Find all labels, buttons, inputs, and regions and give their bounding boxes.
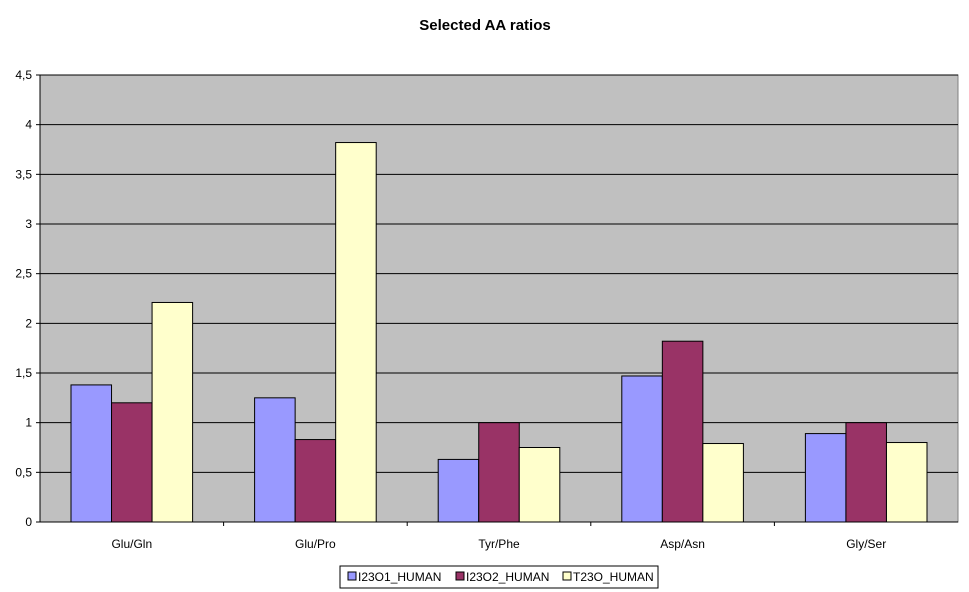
bar-t23o-human-4 <box>885 442 928 523</box>
bar-t23o-human-1 <box>335 142 377 523</box>
bar-i23o1-human-3 <box>621 375 663 523</box>
bar-i23o2-human-1 <box>294 439 337 523</box>
bars <box>70 142 928 523</box>
bar-i23o2-human-3 <box>661 340 704 523</box>
x-tick-label: Glu/Pro <box>295 537 336 551</box>
bar-t23o-human-0 <box>151 301 194 523</box>
bar-i23o2-human-4 <box>845 422 887 523</box>
bar-i23o1-human-4 <box>804 433 847 523</box>
y-tick-label: 3 <box>25 217 32 231</box>
chart-title: Selected AA ratios <box>419 17 550 34</box>
bar-t23o-human-3 <box>702 443 744 523</box>
y-tick-label: 0,5 <box>15 465 32 479</box>
x-tick-label: Tyr/Phe <box>478 537 520 551</box>
y-tick-label: 3,5 <box>15 167 32 181</box>
y-tick-label: 2,5 <box>15 267 32 281</box>
y-tick-label: 2 <box>25 316 32 330</box>
legend-swatch <box>347 571 357 581</box>
y-tick-label: 0 <box>25 515 32 529</box>
bar-i23o1-human-2 <box>437 458 480 523</box>
legend-label: I23O2_HUMAN <box>466 570 549 584</box>
bar-i23o1-human-1 <box>254 397 296 523</box>
x-tick-label: Glu/Gln <box>111 537 152 551</box>
y-tick-label: 4,5 <box>15 68 32 82</box>
legend: I23O1_HUMAN I23O2_HUMAN T23O_HUMAN <box>339 565 659 589</box>
x-tick-label: Gly/Ser <box>846 537 886 551</box>
y-tick-label: 1,5 <box>15 366 32 380</box>
legend-label: T23O_HUMAN <box>573 570 654 584</box>
bar-i23o2-human-2 <box>478 422 520 523</box>
y-tick-label: 1 <box>25 416 32 430</box>
legend-label: I23O1_HUMAN <box>358 570 441 584</box>
y-tick-label: 4 <box>25 118 32 132</box>
bar-i23o2-human-0 <box>111 402 153 523</box>
legend-swatch <box>562 571 572 581</box>
legend-box <box>339 565 659 589</box>
bar-t23o-human-2 <box>518 447 561 523</box>
legend-swatch <box>455 571 465 581</box>
x-tick-label: Asp/Asn <box>660 537 705 551</box>
bar-i23o1-human-0 <box>70 384 113 523</box>
axes: 0 0,5 1 1,5 2 2,5 3 3,5 4 4,5 Glu/Gln Glu/Pro Tyr/Ph… <box>15 68 958 551</box>
